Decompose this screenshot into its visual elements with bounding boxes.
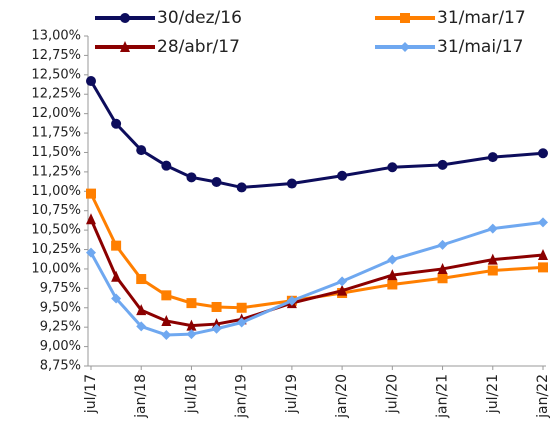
series-line <box>89 80 544 189</box>
point <box>337 284 348 296</box>
point <box>111 270 122 282</box>
point <box>487 223 498 234</box>
point <box>437 273 448 284</box>
point <box>161 314 172 326</box>
point <box>136 304 147 316</box>
point <box>286 178 297 189</box>
y-tick-label: 11,25% <box>31 164 81 179</box>
legend-label: 31/mai/17 <box>437 37 523 57</box>
point <box>161 290 172 301</box>
y-tick-label: 9,00% <box>40 339 81 354</box>
point <box>487 265 498 276</box>
y-tick-label: 8,75% <box>40 359 81 374</box>
legend-marker <box>120 41 130 52</box>
x-tick-label: jan/18 <box>133 374 149 419</box>
point <box>437 159 448 170</box>
legend: 30/dez/16 31/mar/17 28/abr/17 31/mai/17 <box>95 8 526 57</box>
point <box>538 148 548 159</box>
point <box>86 76 96 87</box>
point <box>387 254 398 265</box>
point <box>136 274 147 285</box>
x-tick-label: jul/17 <box>83 374 99 414</box>
point <box>437 239 448 250</box>
y-tick-label: 12,00% <box>31 106 81 121</box>
point <box>387 279 398 290</box>
legend-marker <box>400 13 410 23</box>
legend-label: 28/abr/17 <box>157 37 240 57</box>
y-tick-label: 10,50% <box>31 223 81 238</box>
point <box>186 319 197 331</box>
point <box>538 248 548 260</box>
y-tick-label: 13,00% <box>31 29 81 44</box>
point <box>437 262 448 274</box>
y-tick-label: 12,50% <box>31 67 81 82</box>
point <box>86 213 96 225</box>
point <box>86 247 96 258</box>
point <box>186 172 197 183</box>
legend-label: 31/mar/17 <box>437 8 526 28</box>
point <box>186 298 197 309</box>
y-tick-label: 9,50% <box>40 300 81 315</box>
y-tick-label: 9,25% <box>40 320 81 335</box>
point <box>111 293 122 304</box>
point <box>487 152 498 163</box>
x-tick-label: jan/19 <box>234 374 250 419</box>
point <box>487 253 498 265</box>
y-tick-label: 12,75% <box>31 48 81 63</box>
point <box>161 160 172 171</box>
x-tick-label: jan/21 <box>435 374 451 419</box>
y-tick-label: 10,00% <box>31 261 81 276</box>
point <box>136 145 147 156</box>
point <box>236 302 247 313</box>
point <box>286 295 297 306</box>
y-tick-label: 10,75% <box>31 203 81 218</box>
x-tick-label: jan/20 <box>334 374 350 419</box>
legend-marker <box>120 13 130 23</box>
point <box>186 329 197 340</box>
point <box>111 118 122 129</box>
point <box>161 329 172 340</box>
x-tick-label: jul/19 <box>284 374 300 414</box>
point <box>111 240 122 251</box>
x-tick-label: jul/20 <box>384 374 400 414</box>
x-tick-label: jul/18 <box>183 374 199 414</box>
legend-marker <box>400 42 410 52</box>
x-tick-label: jul/21 <box>485 374 501 414</box>
y-tick-label: 10,25% <box>31 242 81 257</box>
x-tick-label: jan/22 <box>535 374 551 419</box>
point <box>538 217 548 228</box>
point <box>211 323 222 334</box>
point <box>337 276 348 287</box>
y-tick-label: 11,75% <box>31 126 81 141</box>
point <box>538 262 548 273</box>
legend-label: 30/dez/16 <box>157 8 242 28</box>
y-tick-label: 11,50% <box>31 145 81 160</box>
y-tick-label: 12,25% <box>31 87 81 102</box>
point <box>236 317 247 328</box>
point <box>211 176 222 187</box>
point <box>337 170 348 181</box>
point <box>136 321 147 332</box>
point <box>387 269 398 281</box>
y-tick-label: 9,75% <box>40 281 81 296</box>
y-tick-label: 11,00% <box>31 184 81 199</box>
point <box>236 182 247 193</box>
point <box>211 301 222 312</box>
point <box>86 188 96 199</box>
point <box>387 162 398 173</box>
